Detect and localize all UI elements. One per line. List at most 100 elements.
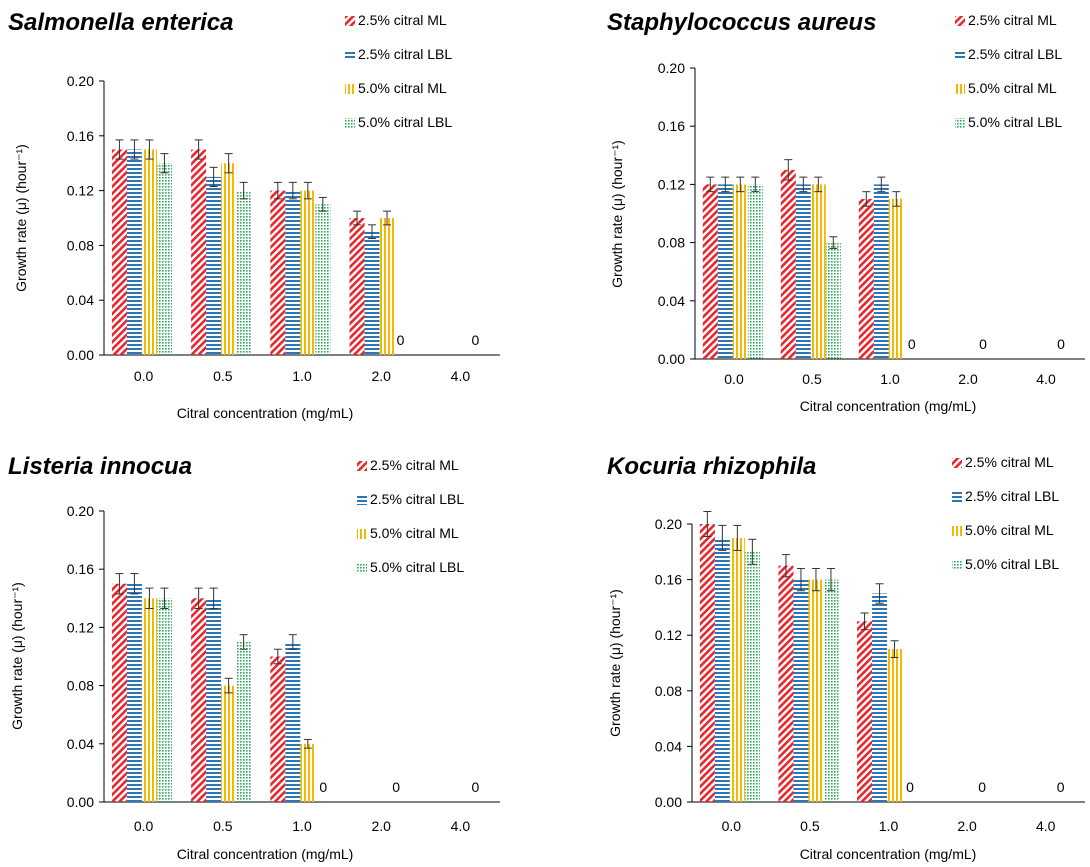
legend-label: 2.5% citral LBL [965, 488, 1059, 504]
y-tick-label: 0.16 [658, 118, 685, 134]
bar [364, 231, 380, 355]
bar [795, 184, 811, 359]
zero-value-label: 0 [908, 336, 916, 352]
bar [747, 184, 763, 359]
y-tick-label: 0.08 [658, 235, 685, 251]
x-tick-label: 1.0 [879, 818, 899, 834]
bar [285, 641, 301, 802]
bar [717, 184, 733, 359]
x-tick-label: 0.0 [722, 818, 742, 834]
x-tick-label: 4.0 [451, 818, 471, 834]
bar [810, 184, 826, 359]
legend-label: 5.0% citral LBL [965, 556, 1059, 572]
x-axis-label: Citral concentration (mg/mL) [177, 405, 354, 421]
bar [126, 583, 142, 802]
y-tick-label: 0.08 [655, 683, 682, 699]
x-tick-label: 1.0 [292, 368, 312, 384]
legend-swatch [955, 16, 965, 26]
zero-value-label: 0 [1057, 336, 1065, 352]
y-axis-label: Growth rate (μ) (hour⁻¹) [609, 140, 625, 288]
bar [270, 656, 286, 802]
bar [111, 583, 127, 802]
legend-swatch [952, 526, 962, 536]
y-tick-label: 0.12 [658, 176, 685, 192]
bar [221, 163, 237, 355]
bar [285, 190, 301, 355]
legend-label: 5.0% citral LBL [370, 559, 464, 575]
legend-label: 5.0% citral ML [965, 522, 1054, 538]
zero-value-label: 0 [472, 332, 480, 348]
zero-value-label: 0 [1057, 779, 1065, 795]
bar [111, 149, 127, 355]
bar [206, 598, 222, 802]
x-tick-label: 0.5 [213, 818, 233, 834]
bar [873, 184, 889, 359]
chart-panel: Staphylococcus aureus0.000.040.080.120.1… [607, 9, 1085, 414]
y-tick-label: 0.04 [67, 736, 94, 752]
chart-title: Staphylococcus aureus [607, 9, 876, 36]
bar [141, 149, 157, 355]
y-tick-label: 0.12 [67, 619, 94, 635]
legend-swatch [345, 16, 355, 26]
zero-value-label: 0 [906, 779, 914, 795]
zero-value-label: 0 [319, 779, 327, 795]
y-tick-label: 0.20 [67, 73, 94, 89]
y-tick-label: 0.04 [655, 738, 682, 754]
y-tick-label: 0.12 [67, 183, 94, 199]
zero-value-label: 0 [978, 779, 986, 795]
legend-label: 5.0% citral ML [968, 80, 1057, 96]
y-tick-label: 0.20 [655, 516, 682, 532]
bar [379, 218, 395, 355]
bar [857, 621, 873, 802]
y-axis-label: Growth rate (μ) (hour⁻¹) [13, 144, 29, 292]
bar [780, 169, 796, 359]
x-axis-label: Citral concentration (mg/mL) [800, 398, 977, 414]
x-tick-label: 2.0 [371, 368, 391, 384]
legend-swatch [357, 461, 367, 471]
bar [793, 579, 809, 802]
legend-label: 2.5% citral LBL [358, 46, 452, 62]
y-tick-label: 0.20 [67, 503, 94, 519]
legend-swatch [345, 84, 355, 94]
chart-panel: Listeria innocua0.000.040.080.120.160.20… [8, 453, 500, 862]
x-tick-label: 0.5 [800, 818, 820, 834]
bar [887, 649, 903, 802]
bar [858, 198, 874, 359]
y-tick-label: 0.00 [67, 347, 94, 363]
legend-label: 2.5% citral LBL [370, 491, 464, 507]
legend-swatch [955, 50, 965, 60]
y-tick-label: 0.16 [67, 128, 94, 144]
x-tick-label: 2.0 [371, 818, 391, 834]
y-tick-label: 0.04 [658, 293, 685, 309]
x-tick-label: 0.5 [802, 371, 822, 387]
bar [141, 598, 157, 802]
y-axis-label: Growth rate (μ) (hour⁻¹) [607, 589, 623, 737]
zero-value-label: 0 [472, 779, 480, 795]
chart-panel: Kocuria rhizophila0.000.040.080.120.160.… [607, 453, 1085, 862]
x-tick-label: 0.0 [134, 368, 154, 384]
bar [236, 641, 252, 802]
bar [702, 184, 718, 359]
bar [126, 149, 142, 355]
chart-title: Salmonella enterica [8, 9, 233, 36]
legend-swatch [357, 495, 367, 505]
bar [300, 190, 316, 355]
y-tick-label: 0.04 [67, 292, 94, 308]
legend-label: 5.0% citral LBL [358, 114, 452, 130]
legend-swatch [345, 50, 355, 60]
legend-swatch [357, 529, 367, 539]
bar [315, 204, 331, 355]
zero-value-label: 0 [979, 336, 987, 352]
bar [221, 685, 237, 802]
legend-label: 5.0% citral LBL [968, 114, 1062, 130]
x-tick-label: 0.5 [213, 368, 233, 384]
y-tick-label: 0.20 [658, 60, 685, 76]
bar [888, 198, 904, 359]
bar [714, 537, 730, 802]
bar [872, 593, 888, 802]
legend-label: 2.5% citral ML [358, 12, 447, 28]
legend-swatch [952, 560, 962, 570]
x-tick-label: 2.0 [957, 818, 977, 834]
legend-swatch [955, 118, 965, 128]
chart-panel: Salmonella enterica0.000.040.080.120.160… [8, 9, 500, 421]
